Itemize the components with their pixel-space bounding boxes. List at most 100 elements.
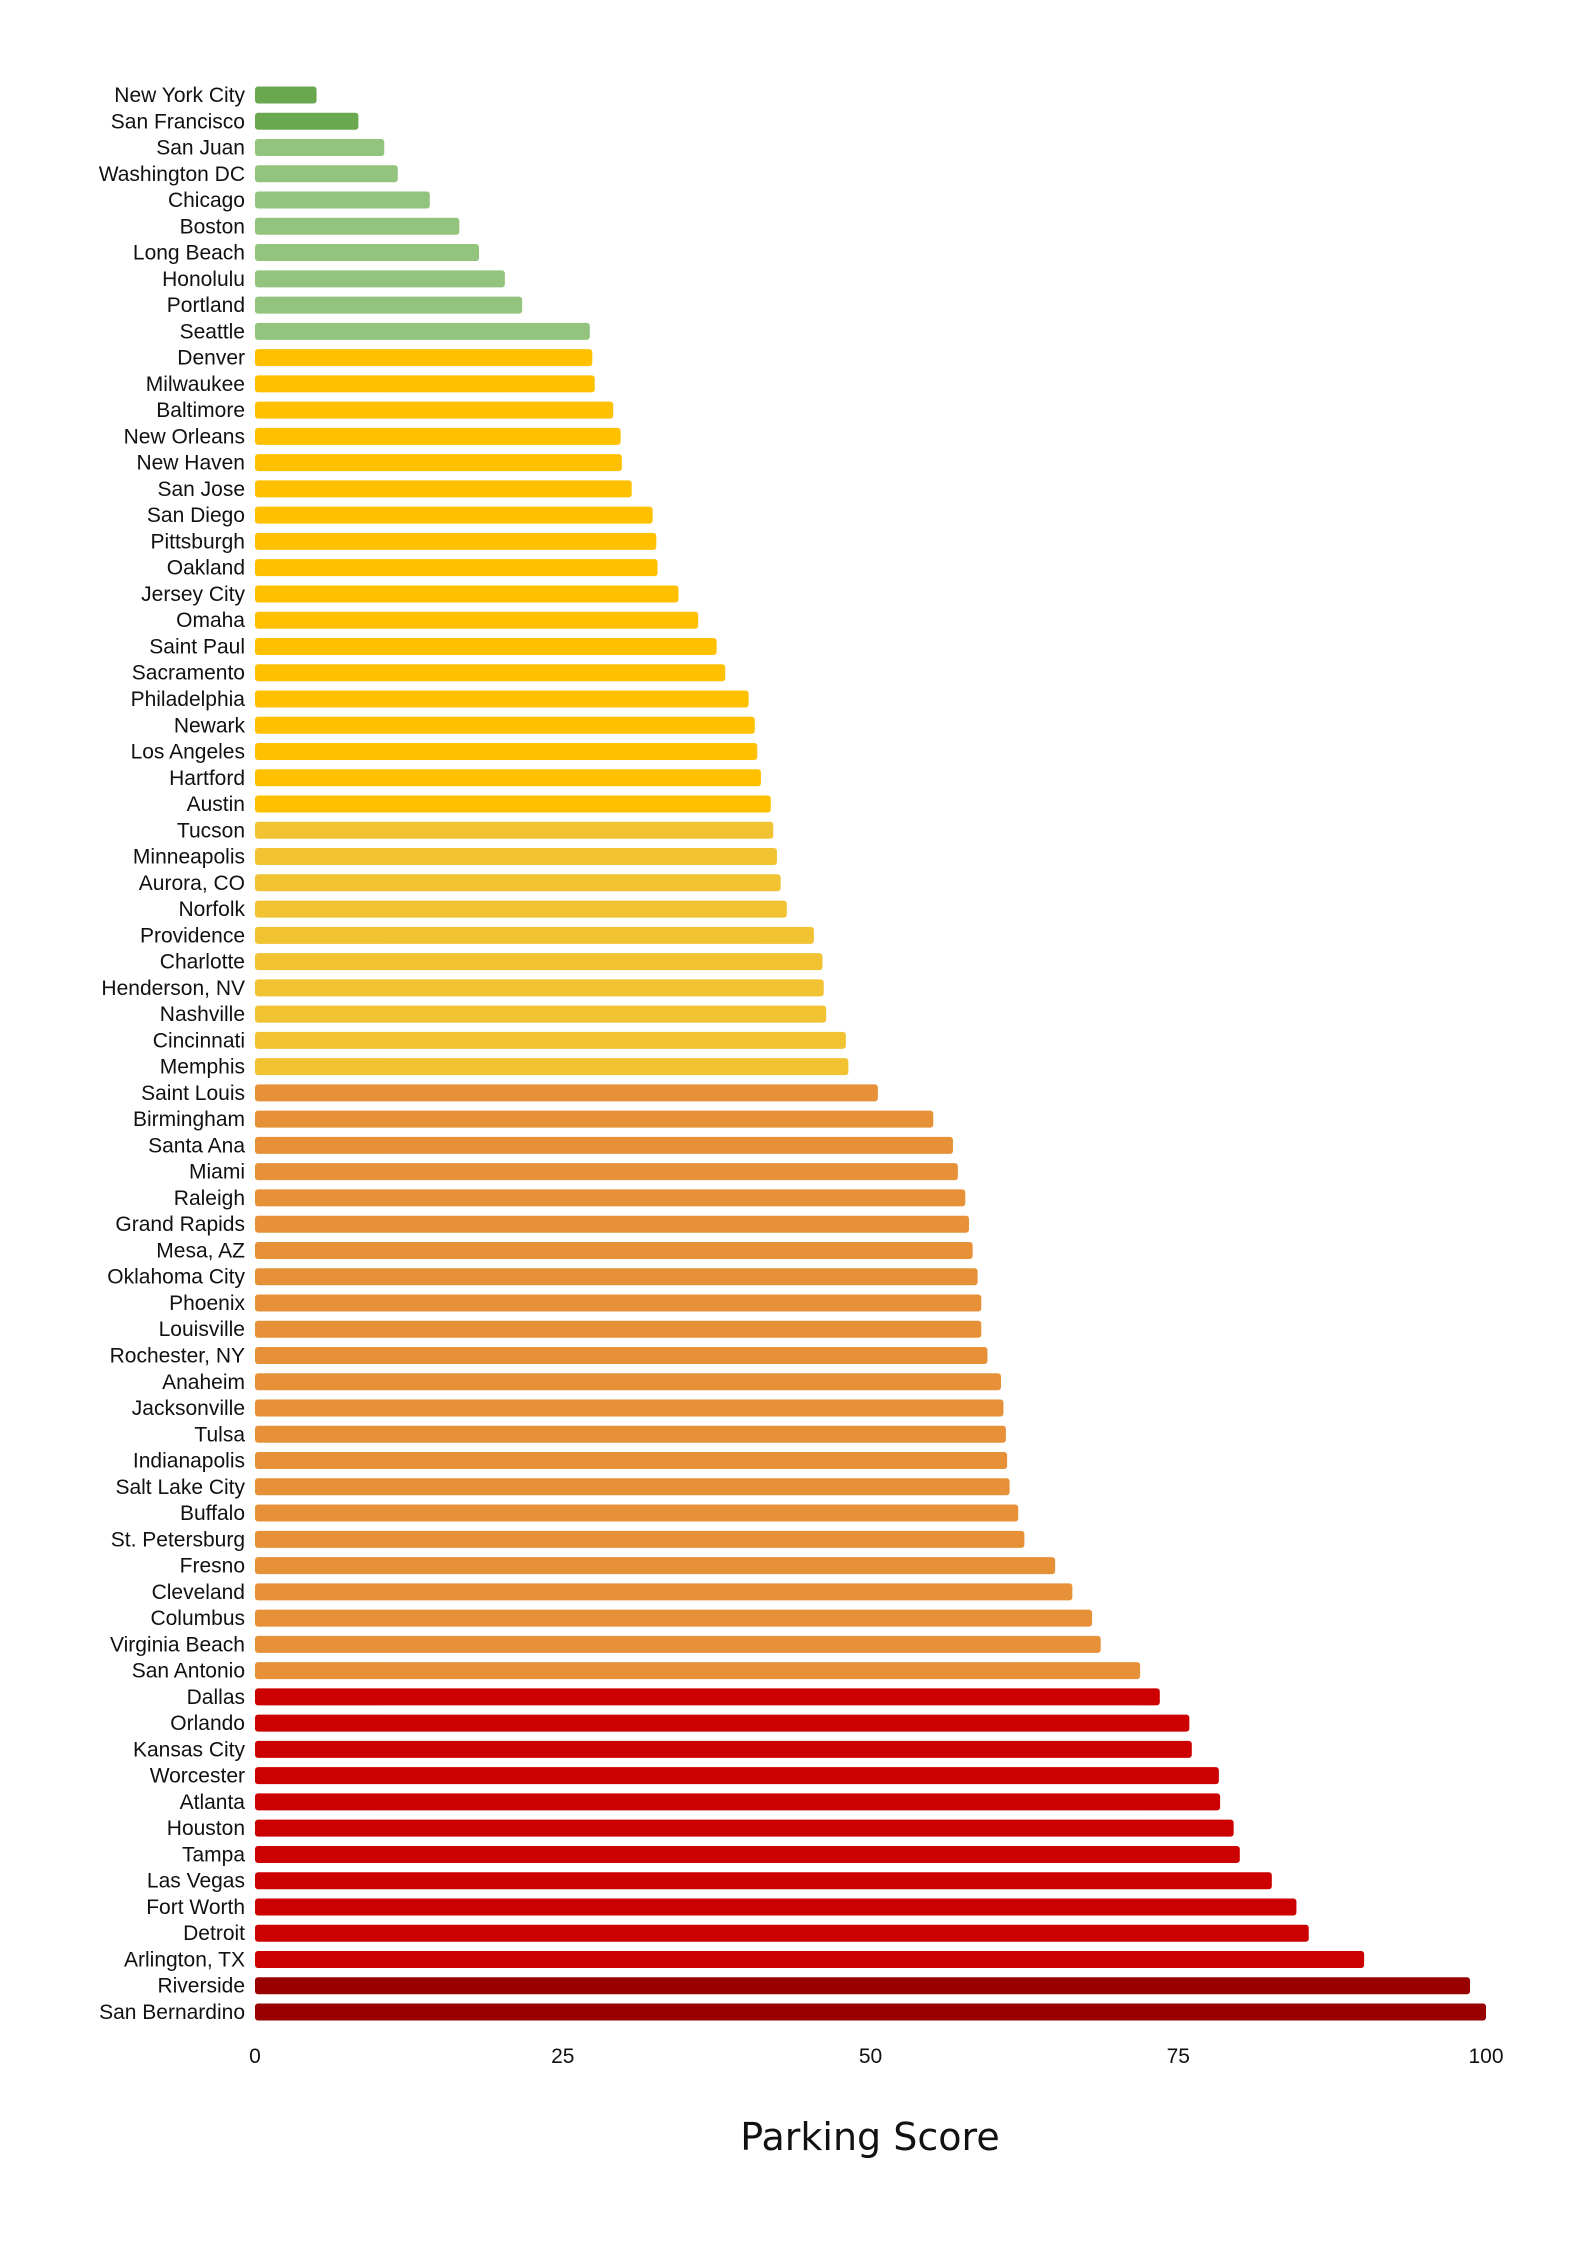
bar-omaha	[255, 611, 699, 629]
bar-minneapolis	[255, 848, 777, 866]
bar-louisville	[255, 1320, 982, 1338]
category-label-detroit: Detroit	[183, 1922, 245, 1945]
bar-las-vegas	[255, 1872, 1272, 1890]
bar-jersey-city	[255, 585, 679, 603]
category-label-jersey-city: Jersey City	[141, 583, 245, 606]
bar-new-york-city	[255, 86, 317, 104]
bar-orlando	[255, 1714, 1190, 1732]
category-label-seattle: Seattle	[180, 320, 245, 343]
bar-sacramento	[255, 664, 726, 682]
bar-denver	[255, 349, 593, 367]
category-label-denver: Denver	[177, 347, 245, 370]
category-label-riverside: Riverside	[157, 1975, 245, 1998]
category-label-san-francisco: San Francisco	[111, 110, 245, 133]
x-tick-label-0: 0	[249, 2045, 261, 2068]
bar-nashville	[255, 1005, 827, 1023]
category-label-new-york-city: New York City	[114, 84, 245, 107]
category-label-philadelphia: Philadelphia	[131, 688, 246, 711]
category-labels-layer: New York City San Francisco San Juan Washin…	[99, 84, 246, 2024]
bar-cleveland	[255, 1583, 1073, 1601]
bar-charlotte	[255, 953, 823, 971]
bar-tampa	[255, 1845, 1240, 1863]
bar-phoenix	[255, 1294, 982, 1312]
category-label-tucson: Tucson	[177, 819, 245, 842]
category-label-salt-lake-city: Salt Lake City	[115, 1476, 245, 1499]
category-label-washington-dc: Washington DC	[99, 163, 245, 186]
bar-newark	[255, 716, 755, 734]
bar-jacksonville	[255, 1399, 1004, 1417]
category-label-honolulu: Honolulu	[162, 268, 245, 291]
bar-aurora-co	[255, 874, 781, 892]
bar-miami	[255, 1163, 958, 1181]
category-label-virginia-beach: Virginia Beach	[110, 1633, 245, 1656]
category-label-san-antonio: San Antonio	[132, 1660, 245, 1683]
bars-layer	[255, 86, 1486, 2021]
category-label-tampa: Tampa	[182, 1843, 245, 1866]
category-label-charlotte: Charlotte	[160, 951, 245, 974]
bar-austin	[255, 795, 771, 813]
category-label-saint-louis: Saint Louis	[141, 1082, 245, 1105]
bar-providence	[255, 926, 814, 944]
category-label-miami: Miami	[189, 1161, 245, 1184]
category-label-sacramento: Sacramento	[132, 662, 245, 685]
bar-buffalo	[255, 1504, 1019, 1522]
bar-boston	[255, 217, 460, 235]
category-label-raleigh: Raleigh	[174, 1187, 245, 1210]
category-label-jacksonville: Jacksonville	[132, 1397, 245, 1420]
bar-rochester-ny	[255, 1346, 988, 1364]
bar-tulsa	[255, 1425, 1006, 1443]
category-label-new-orleans: New Orleans	[124, 425, 245, 448]
category-label-fresno: Fresno	[180, 1555, 245, 1578]
category-label-chicago: Chicago	[168, 189, 245, 212]
x-tick-label-75: 75	[1167, 2045, 1190, 2068]
bar-memphis	[255, 1058, 849, 1076]
category-label-atlanta: Atlanta	[180, 1791, 246, 1814]
category-label-pittsburgh: Pittsburgh	[150, 530, 245, 553]
bar-hartford	[255, 769, 761, 787]
bar-san-diego	[255, 506, 653, 524]
bar-washington-dc	[255, 165, 398, 183]
bar-birmingham	[255, 1110, 934, 1128]
bar-tucson	[255, 821, 774, 839]
category-label-tulsa: Tulsa	[194, 1423, 245, 1446]
category-label-new-haven: New Haven	[136, 452, 245, 475]
category-label-omaha: Omaha	[176, 609, 245, 632]
category-label-phoenix: Phoenix	[169, 1292, 245, 1315]
category-label-san-juan: San Juan	[156, 137, 245, 160]
bar-new-orleans	[255, 427, 621, 445]
bar-san-jose	[255, 480, 632, 498]
category-label-los-angeles: Los Angeles	[131, 741, 245, 764]
bar-pittsburgh	[255, 532, 657, 550]
bar-raleigh	[255, 1189, 966, 1207]
bar-anaheim	[255, 1373, 1001, 1391]
bar-virginia-beach	[255, 1635, 1101, 1653]
bar-saint-paul	[255, 637, 717, 655]
x-axis-title: Parking Score	[740, 2115, 999, 2159]
category-label-henderson-nv: Henderson, NV	[101, 977, 245, 1000]
category-label-santa-ana: Santa Ana	[148, 1134, 245, 1157]
category-label-hartford: Hartford	[169, 767, 245, 790]
x-tick-label-25: 25	[551, 2045, 574, 2068]
category-label-minneapolis: Minneapolis	[133, 846, 245, 869]
category-label-milwaukee: Milwaukee	[146, 373, 245, 396]
bar-cincinnati	[255, 1031, 846, 1049]
category-label-houston: Houston	[167, 1817, 245, 1840]
bar-st-petersburg	[255, 1530, 1025, 1548]
category-label-portland: Portland	[167, 294, 245, 317]
category-label-san-jose: San Jose	[157, 478, 245, 501]
x-tick-label-100: 100	[1468, 2045, 1503, 2068]
category-label-aurora-co: Aurora, CO	[139, 872, 245, 895]
bar-fresno	[255, 1557, 1056, 1575]
bar-oakland	[255, 559, 658, 577]
bar-san-antonio	[255, 1662, 1141, 1680]
bar-indianapolis	[255, 1452, 1008, 1470]
category-label-st-petersburg: St. Petersburg	[111, 1528, 245, 1551]
x-tick-label-50: 50	[859, 2045, 882, 2068]
category-label-oklahoma-city: Oklahoma City	[107, 1266, 245, 1289]
category-label-boston: Boston	[180, 215, 245, 238]
category-label-indianapolis: Indianapolis	[133, 1450, 245, 1473]
bar-san-juan	[255, 139, 385, 157]
bar-kansas-city	[255, 1740, 1192, 1758]
bar-new-haven	[255, 454, 622, 472]
bar-philadelphia	[255, 690, 749, 708]
